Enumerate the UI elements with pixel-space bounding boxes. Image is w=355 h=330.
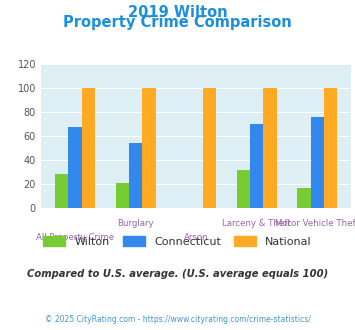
- Bar: [55, 174, 68, 208]
- Bar: [311, 117, 324, 208]
- Bar: [237, 170, 250, 208]
- Text: Burglary: Burglary: [117, 219, 154, 228]
- Text: Compared to U.S. average. (U.S. average equals 100): Compared to U.S. average. (U.S. average …: [27, 269, 328, 279]
- Text: 2019 Wilton: 2019 Wilton: [128, 5, 227, 20]
- Bar: [297, 187, 311, 208]
- Bar: [324, 88, 337, 208]
- Text: Larceny & Theft: Larceny & Theft: [223, 219, 291, 228]
- Text: Arson: Arson: [184, 233, 208, 242]
- Text: © 2025 CityRating.com - https://www.cityrating.com/crime-statistics/: © 2025 CityRating.com - https://www.city…: [45, 315, 310, 324]
- Legend: Wilton, Connecticut, National: Wilton, Connecticut, National: [39, 232, 316, 251]
- Bar: [129, 143, 142, 208]
- Bar: [115, 183, 129, 208]
- Bar: [82, 88, 95, 208]
- Text: All Property Crime: All Property Crime: [36, 233, 114, 242]
- Bar: [263, 88, 277, 208]
- Bar: [68, 127, 82, 208]
- Bar: [142, 88, 155, 208]
- Text: Property Crime Comparison: Property Crime Comparison: [63, 15, 292, 30]
- Bar: [203, 88, 216, 208]
- Bar: [250, 124, 263, 208]
- Text: Motor Vehicle Theft: Motor Vehicle Theft: [275, 219, 355, 228]
